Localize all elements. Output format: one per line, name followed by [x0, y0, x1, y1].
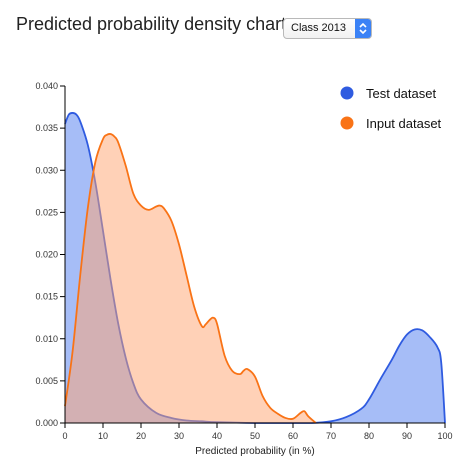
legend-dot-input [340, 116, 354, 130]
axes-layer: 0.000 0.005 0.010 0.015 0.020 0.025 0.030 0.035… [35, 81, 452, 441]
series-input-dataset-line [64, 133, 317, 424]
y-tick-label: 0.000 [35, 418, 58, 428]
legend-item-input[interactable]: Input dataset [340, 116, 442, 131]
x-tick-label: 30 [174, 431, 184, 441]
x-axis-label: Predicted probability (in %) [195, 446, 315, 457]
legend-label-test: Test dataset [366, 86, 436, 101]
series-layer [64, 112, 446, 424]
y-tick-label: 0.015 [35, 292, 58, 302]
x-tick-label: 0 [62, 431, 67, 441]
y-tick-label: 0.010 [35, 334, 58, 344]
class-select[interactable]: Class 2013 [283, 18, 372, 39]
legend-dot-test [340, 86, 354, 100]
x-tick-label: 90 [402, 431, 412, 441]
x-tick-label: 40 [212, 431, 222, 441]
y-tick-label: 0.025 [35, 207, 58, 217]
x-tick-label: 100 [437, 431, 452, 441]
page-title: Predicted probability density chart [16, 14, 287, 34]
x-tick-label: 80 [364, 431, 374, 441]
series-input-dataset [64, 133, 317, 424]
y-tick-label: 0.035 [35, 123, 58, 133]
x-tick-label: 70 [326, 431, 336, 441]
x-tick-label: 60 [288, 431, 298, 441]
y-tick-label: 0.040 [35, 81, 58, 91]
x-tick-label: 20 [136, 431, 146, 441]
legend-item-test[interactable]: Test dataset [340, 86, 437, 101]
legend: Test dataset Input dataset [340, 86, 442, 131]
y-tick-label: 0.005 [35, 376, 58, 386]
chevron-up-down-icon[interactable] [355, 19, 371, 38]
legend-label-input: Input dataset [366, 116, 442, 131]
x-tick-label: 50 [250, 431, 260, 441]
class-select-value: Class 2013 [291, 22, 347, 34]
series-input-dataset-area [65, 133, 316, 423]
y-tick-label: 0.020 [35, 250, 58, 260]
x-tick-label: 10 [98, 431, 108, 441]
y-tick-label: 0.030 [35, 165, 58, 175]
